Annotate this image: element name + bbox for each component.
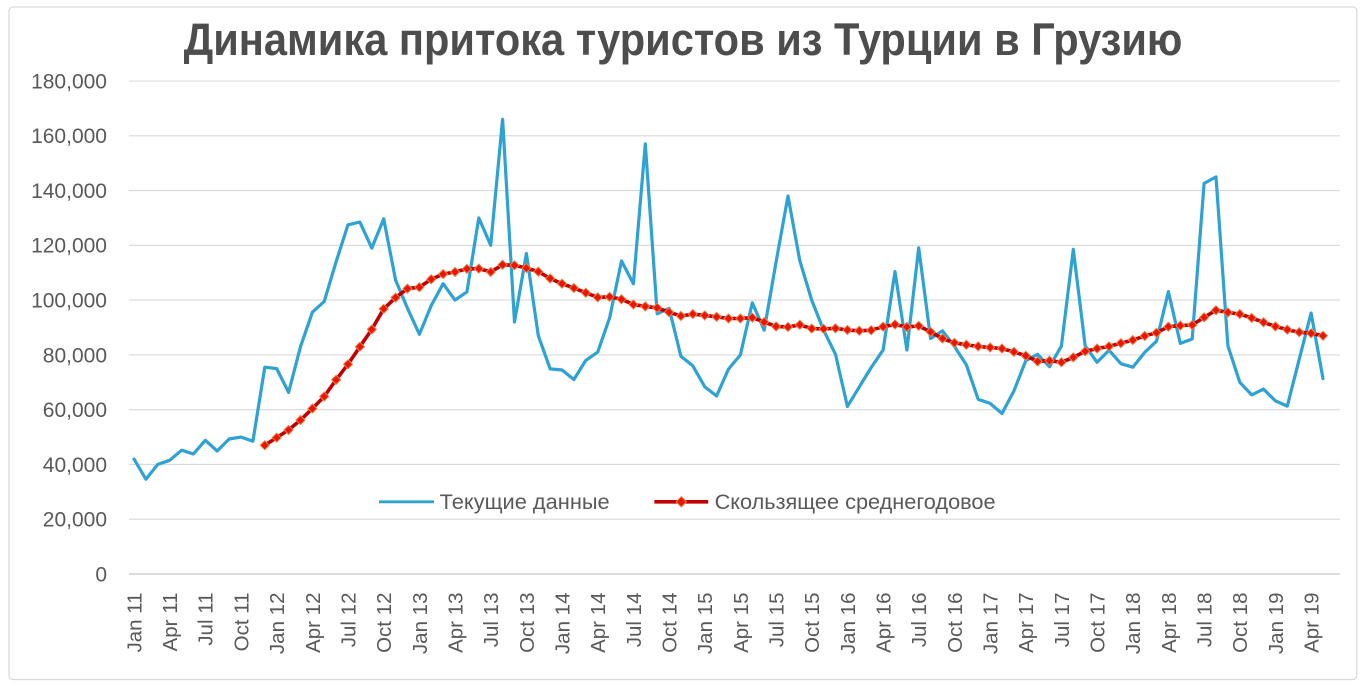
svg-text:Jan 19: Jan 19 [1265,593,1288,655]
svg-text:Jul 17: Jul 17 [1051,593,1074,648]
svg-text:Jan 17: Jan 17 [980,593,1003,655]
svg-text:Jul 18: Jul 18 [1194,593,1217,648]
svg-text:60,000: 60,000 [43,399,107,422]
svg-text:Jan 14: Jan 14 [551,593,574,655]
svg-text:Oct 14: Oct 14 [659,593,682,653]
svg-text:120,000: 120,000 [31,235,107,258]
svg-text:Oct 11: Oct 11 [230,593,253,652]
svg-text:Apr 14: Apr 14 [587,593,610,653]
svg-text:Jan 18: Jan 18 [1122,593,1145,655]
svg-text:Oct 15: Oct 15 [801,593,824,653]
svg-text:Apr 12: Apr 12 [302,593,325,653]
svg-text:Jul 15: Jul 15 [766,593,789,648]
svg-text:Jul 16: Jul 16 [908,593,931,648]
svg-text:Apr 11: Apr 11 [159,593,182,652]
svg-text:0: 0 [95,563,107,586]
svg-text:20,000: 20,000 [43,509,107,532]
svg-text:40,000: 40,000 [43,454,107,477]
svg-text:Jan 15: Jan 15 [694,593,717,655]
svg-text:Apr 15: Apr 15 [730,593,753,653]
svg-text:Apr 17: Apr 17 [1015,593,1038,653]
svg-text:Скользящее среднегодовое: Скользящее среднегодовое [715,491,996,514]
svg-text:Jan 16: Jan 16 [837,593,860,655]
svg-text:Jan 12: Jan 12 [266,593,289,655]
svg-text:80,000: 80,000 [43,344,107,367]
svg-text:Apr 19: Apr 19 [1301,593,1324,653]
svg-text:Oct 13: Oct 13 [516,593,539,653]
svg-text:Apr 16: Apr 16 [873,593,896,653]
svg-text:Apr 13: Apr 13 [444,593,467,653]
svg-text:Jul 12: Jul 12 [337,593,360,648]
svg-text:Jan 11: Jan 11 [123,593,146,653]
svg-text:Jan 13: Jan 13 [409,593,432,655]
svg-text:180,000: 180,000 [31,70,107,93]
svg-text:Текущие данные: Текущие данные [440,491,610,514]
svg-text:Apr 18: Apr 18 [1158,593,1181,653]
svg-text:Oct 17: Oct 17 [1087,593,1110,653]
svg-text:160,000: 160,000 [31,125,107,148]
svg-text:Jul 13: Jul 13 [480,593,503,648]
svg-text:140,000: 140,000 [31,180,107,203]
svg-text:Oct 12: Oct 12 [373,593,396,653]
svg-text:Oct 16: Oct 16 [944,593,967,653]
svg-text:Oct 18: Oct 18 [1229,593,1252,653]
svg-text:Jul 14: Jul 14 [623,593,646,648]
svg-text:100,000: 100,000 [31,290,107,313]
svg-text:Jul 11: Jul 11 [195,593,218,646]
svg-text:Динамика притока туристов из Т: Динамика притока туристов из Турции в Гр… [184,16,1183,66]
